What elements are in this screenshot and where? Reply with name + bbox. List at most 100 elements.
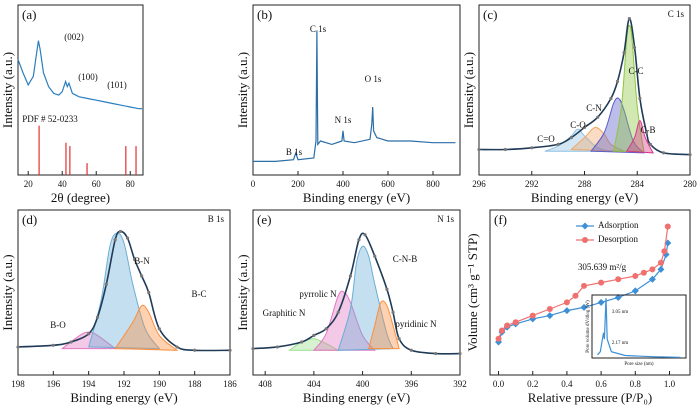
annotation: N 1s <box>335 115 352 125</box>
data-point <box>596 115 600 119</box>
x-tick-label: 800 <box>426 179 440 189</box>
data-point <box>95 315 100 319</box>
data-point <box>664 223 671 230</box>
data-point <box>631 287 639 295</box>
data-point <box>503 147 507 152</box>
fit-peak <box>88 232 161 350</box>
x-tick-label: 196 <box>47 379 61 389</box>
data-point <box>498 327 505 334</box>
data-point <box>657 265 665 273</box>
x-tick-label: 404 <box>307 379 321 389</box>
x-tick-label: 192 <box>117 379 131 389</box>
x-tick-label: 186 <box>223 379 237 389</box>
legend-label: Desorption <box>598 234 638 244</box>
data-point <box>546 312 554 320</box>
data-point <box>275 345 279 349</box>
y-axis-label: Volume (cm³ g⁻¹ STP) <box>465 233 480 351</box>
data-point <box>357 238 361 242</box>
data-point <box>597 298 605 306</box>
x-tick-label: 296 <box>472 179 486 189</box>
inset-y-label: Pore volume dV/dlog (W) <box>586 300 591 353</box>
data-point <box>324 327 328 331</box>
x-axis-label: Binding energy (eV) <box>70 390 177 405</box>
data-point <box>644 130 649 135</box>
annotation: (101) <box>107 80 127 90</box>
data-point <box>648 142 653 146</box>
data-point <box>580 303 588 311</box>
x-tick-label: 80 <box>126 179 136 189</box>
data-point <box>458 351 462 356</box>
x-tick-label: 40 <box>58 179 68 189</box>
fit-peak <box>287 338 341 351</box>
panel-subtitle: B 1s <box>208 214 225 224</box>
data-point <box>133 257 137 262</box>
data-point <box>300 340 304 344</box>
fit-peak <box>60 331 117 350</box>
x-tick-label: 0.8 <box>630 379 642 389</box>
data-point <box>661 248 668 255</box>
x-tick-label: 194 <box>82 379 96 389</box>
fit-peak <box>544 128 612 152</box>
data-point <box>51 343 55 347</box>
fit-peak <box>368 300 400 350</box>
fit-peak <box>114 304 179 351</box>
inset-frame <box>591 294 687 359</box>
peak-label: Graphitic N <box>263 308 306 318</box>
data-point <box>87 332 91 336</box>
x-tick-label: 0.0 <box>493 379 505 389</box>
x-tick-label: 0.2 <box>527 379 538 389</box>
data-point <box>662 151 666 155</box>
panel-label: (f) <box>494 212 507 227</box>
data-point <box>397 337 401 341</box>
x-tick-label: 20 <box>24 179 34 189</box>
data-point <box>193 348 197 352</box>
data-point <box>530 146 534 150</box>
x-tick-label: 280 <box>683 179 697 189</box>
plot-frame <box>252 209 461 376</box>
fit-peak <box>337 245 394 351</box>
data-line <box>597 298 681 358</box>
y-axis-label: Intensity (a.u.) <box>0 254 15 330</box>
legend-marker <box>581 222 589 230</box>
data-point <box>569 136 573 140</box>
x-tick-label: 200 <box>291 179 305 189</box>
fit-peak <box>570 126 625 152</box>
data-point <box>228 348 232 352</box>
data-point <box>572 292 579 299</box>
data-point <box>125 236 130 240</box>
peak-label: C=O <box>537 134 555 144</box>
data-point <box>69 340 73 344</box>
data-point <box>581 282 588 289</box>
data-point <box>582 125 587 129</box>
data-point <box>622 51 626 55</box>
data-point <box>648 275 656 283</box>
x-tick-label: 408 <box>258 379 272 389</box>
panel-subtitle: N 1s <box>437 214 454 224</box>
data-point <box>638 96 642 101</box>
x-tick-label: 190 <box>153 379 167 389</box>
data-point <box>627 17 631 21</box>
data-point <box>615 276 622 283</box>
data-line <box>17 230 231 352</box>
peak-label: C-N <box>586 103 602 113</box>
data-point <box>16 345 20 349</box>
peak-label: B-C <box>191 289 206 299</box>
x-tick-label: 292 <box>525 179 539 189</box>
data-point <box>385 287 389 291</box>
fit-peak <box>612 24 645 152</box>
inset-annotation: 2.17 nm <box>612 341 629 346</box>
panel-label: (d) <box>22 212 37 227</box>
data-point <box>175 345 179 349</box>
peak-label: pyrrolic N <box>299 289 337 299</box>
data-point <box>609 96 613 101</box>
data-point <box>512 319 519 326</box>
peak-label: C-O <box>570 120 586 130</box>
data-point <box>615 79 620 84</box>
fit-peak <box>625 120 654 154</box>
peak-label: B-O <box>50 320 66 330</box>
annotation: O 1s <box>365 74 382 84</box>
data-point <box>657 259 664 266</box>
data-point <box>113 238 117 242</box>
x-axis-label: Binding energy (eV) <box>303 390 410 405</box>
y-axis-label: Intensity (a.u.) <box>235 254 250 330</box>
